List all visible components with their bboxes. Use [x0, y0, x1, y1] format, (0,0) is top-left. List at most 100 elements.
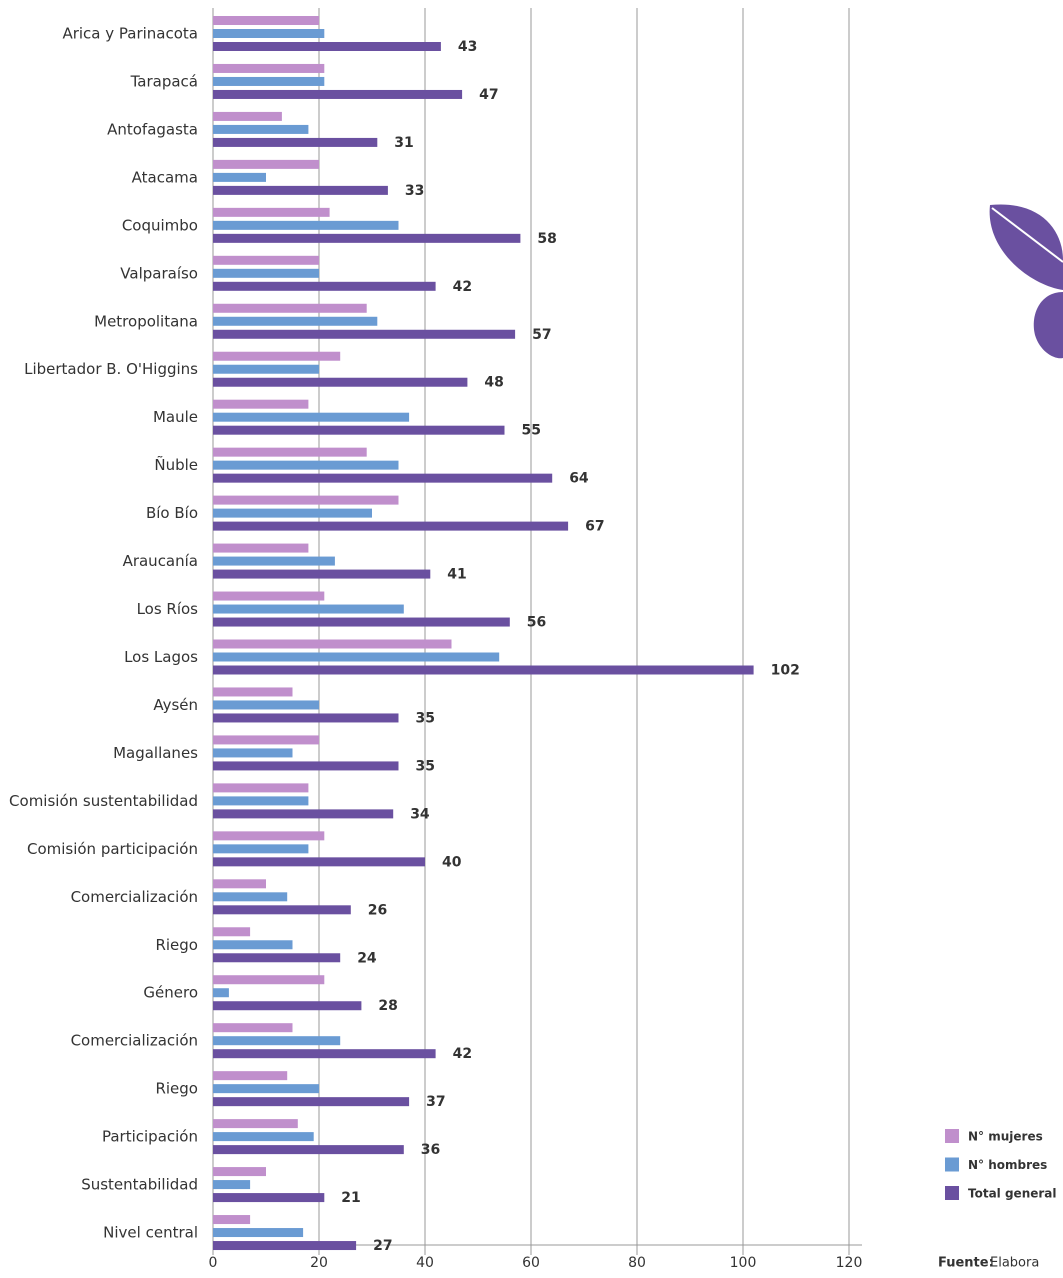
bar	[213, 137, 378, 147]
y-tick-label: Atacama	[132, 168, 198, 186]
value-label: 41	[447, 567, 466, 583]
bar	[213, 172, 266, 182]
bar	[213, 988, 229, 998]
y-tick-label: Los Ríos	[137, 600, 199, 618]
bar	[213, 604, 404, 614]
bar	[213, 351, 341, 361]
bar	[213, 495, 399, 505]
bar	[213, 1049, 436, 1059]
bar	[213, 377, 468, 387]
y-tick-label: Género	[143, 984, 198, 1002]
bar	[213, 665, 754, 675]
bar	[213, 268, 319, 278]
y-tick-label: Arica y Parinacota	[62, 25, 198, 43]
bar	[213, 399, 309, 409]
y-tick-label: Bío Bío	[146, 504, 198, 522]
bar	[213, 233, 521, 243]
value-label: 33	[405, 183, 424, 199]
source-label: Fuente:	[938, 1256, 994, 1271]
bar	[213, 1023, 293, 1033]
value-label: 27	[373, 1238, 392, 1254]
bar	[213, 316, 378, 326]
bar	[213, 447, 367, 457]
x-tick-label: 100	[730, 1255, 757, 1271]
value-label: 57	[532, 327, 551, 343]
value-label: 34	[410, 806, 430, 822]
bar	[213, 89, 463, 99]
y-tick-label: Aysén	[153, 696, 198, 714]
bar	[213, 857, 425, 867]
y-tick-label: Magallanes	[113, 744, 198, 762]
value-label: 24	[357, 950, 377, 966]
value-label: 56	[527, 615, 546, 631]
value-label: 48	[484, 375, 503, 391]
bar	[213, 1241, 357, 1251]
value-label: 67	[585, 519, 604, 535]
bar	[213, 735, 319, 745]
y-tick-label: Antofagasta	[107, 120, 198, 138]
legend-label: N° mujeres	[968, 1130, 1043, 1144]
y-tick-label: Metropolitana	[94, 312, 198, 330]
bar	[213, 42, 441, 51]
value-label: 64	[569, 471, 589, 487]
bar	[213, 124, 309, 134]
bar	[213, 892, 288, 902]
source-text: Elabora	[990, 1256, 1039, 1271]
y-tick-label: Libertador B. O'Higgins	[24, 360, 198, 378]
bar	[213, 1193, 325, 1203]
bar	[213, 29, 325, 38]
bar	[213, 207, 330, 217]
value-label: 26	[368, 902, 387, 918]
value-label: 55	[522, 423, 541, 439]
legend-label: N° hombres	[968, 1158, 1047, 1172]
legend-swatch	[945, 1186, 959, 1200]
x-tick-label: 40	[416, 1255, 434, 1271]
bar	[213, 652, 500, 662]
bar	[213, 617, 510, 627]
bar	[213, 521, 569, 531]
x-tick-label: 80	[628, 1255, 646, 1271]
bar	[213, 700, 319, 710]
value-label: 102	[771, 663, 800, 679]
bar	[213, 796, 309, 806]
x-tick-label: 120	[836, 1255, 863, 1271]
bar	[213, 687, 293, 697]
value-label: 37	[426, 1094, 445, 1110]
value-label: 31	[394, 135, 413, 151]
value-label: 42	[453, 1046, 472, 1062]
bar	[213, 831, 325, 841]
value-label: 21	[341, 1190, 360, 1206]
y-tick-label: Sustentabilidad	[81, 1176, 198, 1194]
bar	[213, 1071, 288, 1081]
bar	[213, 1097, 410, 1107]
y-tick-label: Araucanía	[123, 552, 198, 570]
y-tick-label: Riego	[155, 936, 198, 954]
y-tick-label: Comercialización	[71, 1032, 198, 1050]
bar	[213, 761, 399, 771]
bar	[213, 543, 309, 553]
x-tick-label: 20	[310, 1255, 328, 1271]
bar	[213, 1036, 341, 1046]
bar	[213, 591, 325, 601]
value-label: 42	[453, 279, 472, 295]
bar	[213, 1132, 314, 1142]
legend-label: Total general	[968, 1187, 1057, 1201]
y-tick-label: Valparaíso	[120, 264, 198, 282]
bar	[213, 953, 341, 963]
bar	[213, 556, 335, 566]
bar	[213, 255, 319, 265]
y-tick-label: Comisión sustentabilidad	[9, 792, 198, 810]
bar	[213, 63, 325, 73]
y-tick-label: Riego	[155, 1080, 198, 1098]
bar	[213, 940, 293, 950]
bar	[213, 879, 266, 889]
value-label: 47	[479, 87, 498, 103]
y-tick-label: Coquimbo	[122, 216, 198, 234]
bar	[213, 76, 325, 86]
bar	[213, 809, 394, 819]
bar	[213, 460, 399, 470]
y-tick-label: Nivel central	[103, 1224, 198, 1242]
y-tick-label: Ñuble	[154, 455, 198, 474]
bar	[213, 1180, 251, 1190]
bar	[213, 1001, 362, 1011]
